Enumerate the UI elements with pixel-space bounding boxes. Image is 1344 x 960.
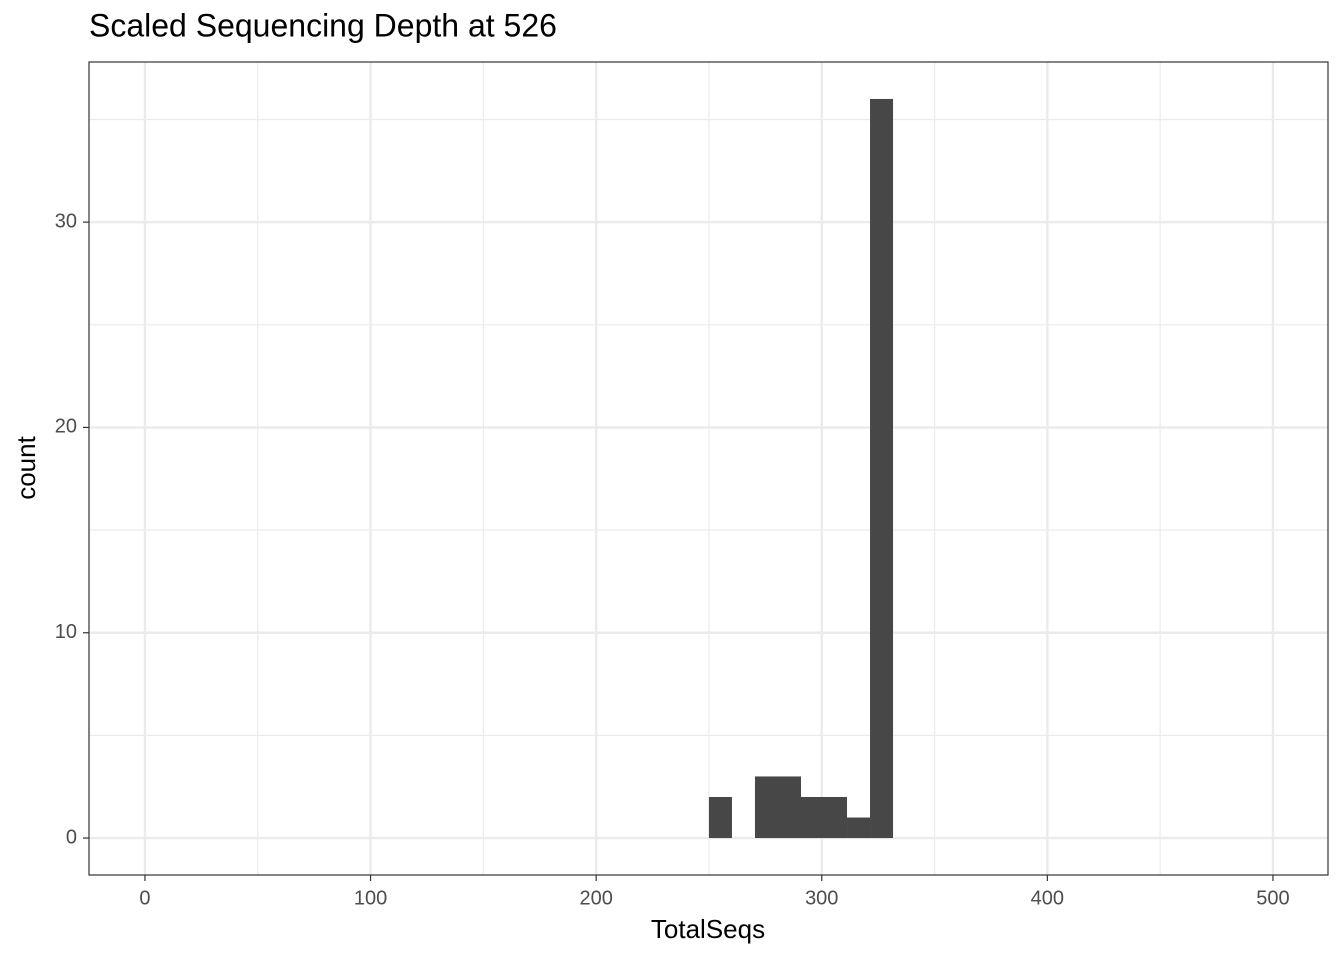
x-tick-label: 200 — [579, 887, 612, 909]
x-tick-label: 500 — [1256, 887, 1289, 909]
y-tick-label: 30 — [55, 210, 77, 232]
x-tick-label: 0 — [139, 887, 150, 909]
y-tick-label: 20 — [55, 416, 77, 438]
y-tick-label: 0 — [66, 826, 77, 848]
x-tick-label: 100 — [354, 887, 387, 909]
y-axis-label: count — [11, 435, 41, 499]
bar — [824, 796, 848, 839]
chart-title: Scaled Sequencing Depth at 526 — [89, 7, 557, 43]
x-axis-label: TotalSeqs — [651, 914, 765, 944]
plot-border — [88, 61, 1329, 876]
bar — [777, 776, 801, 839]
bar — [870, 98, 894, 839]
bar — [708, 796, 732, 839]
bar — [800, 796, 825, 839]
x-tick-label: 300 — [805, 887, 838, 909]
bar — [754, 776, 778, 839]
bar — [847, 817, 871, 839]
x-tick-label: 400 — [1031, 887, 1064, 909]
y-tick-label: 10 — [55, 621, 77, 643]
